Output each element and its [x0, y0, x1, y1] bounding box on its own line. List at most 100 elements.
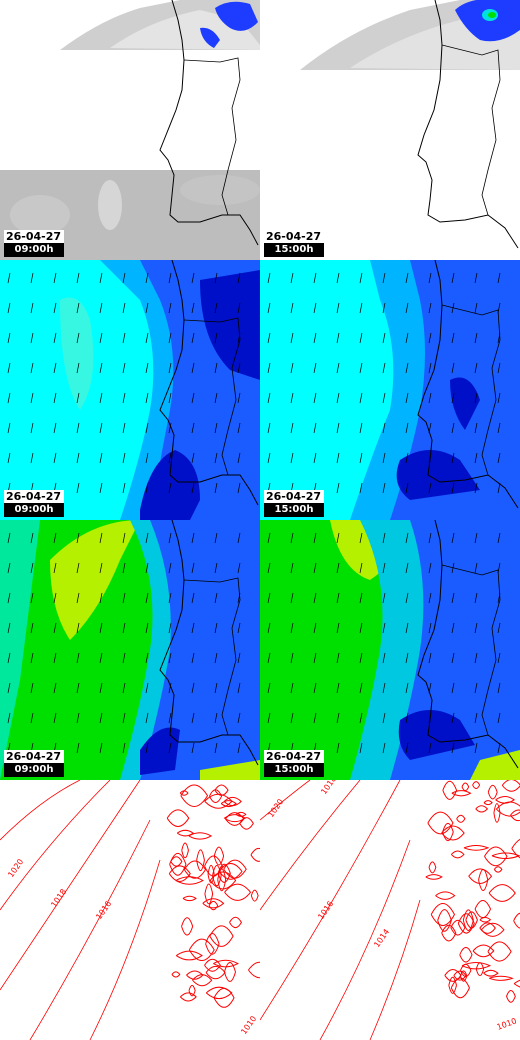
wind-barb	[451, 592, 455, 604]
wind-barb	[336, 592, 340, 604]
isobar-line	[483, 969, 499, 977]
wind-barb	[267, 392, 271, 404]
wind-barb	[359, 652, 363, 664]
wind-barb	[122, 332, 126, 344]
wind-barb	[30, 562, 34, 574]
wind-barb	[168, 652, 172, 664]
wind-barb	[451, 482, 455, 494]
wind-barb	[237, 682, 241, 694]
wind-barb	[290, 712, 294, 724]
date-label: 26-04-27	[4, 750, 64, 763]
wind-barb	[382, 392, 386, 404]
wind-barb	[191, 272, 195, 284]
time-label: 09:00h	[4, 503, 64, 517]
wind-barb	[359, 422, 363, 434]
wind-barb	[191, 532, 195, 544]
wind-barb	[191, 562, 195, 574]
isobar-line	[204, 855, 223, 877]
wind-barb	[99, 332, 103, 344]
wind-barb	[313, 452, 317, 464]
wind-barb	[290, 622, 294, 634]
wind-barb	[267, 362, 271, 374]
wind-barb	[53, 302, 57, 314]
wind-barb	[122, 452, 126, 464]
wind-barb	[53, 392, 57, 404]
wind-barb	[428, 622, 432, 634]
wind-barb	[99, 592, 103, 604]
wind-barb	[145, 742, 149, 754]
wind-barb	[405, 332, 409, 344]
wind-barb	[168, 742, 172, 754]
wind-barb	[290, 562, 294, 574]
isobar-line	[217, 863, 231, 883]
wind-barb	[267, 532, 271, 544]
isobar-line	[212, 865, 222, 887]
wind-barb	[145, 302, 149, 314]
wind-barb	[290, 652, 294, 664]
isobar-cluster	[166, 784, 260, 1008]
isobar-line	[209, 925, 234, 947]
wind-barb	[336, 302, 340, 314]
wind-barb	[405, 272, 409, 284]
wind-barb	[122, 712, 126, 724]
wind-barb	[145, 452, 149, 464]
isobar-line	[213, 846, 225, 866]
wind-barb	[214, 622, 218, 634]
wind-barb	[214, 392, 218, 404]
wind-barb	[290, 362, 294, 374]
wind-barb	[405, 532, 409, 544]
wind-barb	[474, 272, 478, 284]
wind-barb	[53, 532, 57, 544]
wind-barb	[290, 682, 294, 694]
isobar-line	[461, 782, 470, 792]
wind-barb	[474, 682, 478, 694]
wind-barb	[237, 622, 241, 634]
wind-barb	[191, 682, 195, 694]
isobar-line	[481, 922, 505, 937]
wind-barb	[237, 712, 241, 724]
isobar-line	[484, 846, 508, 867]
wind-barb	[168, 452, 172, 464]
wind-barb	[359, 452, 363, 464]
isobar-map-graphic: 1020 1018 1016 1010	[0, 780, 260, 1040]
wind-barb	[382, 682, 386, 694]
wind-barb	[313, 332, 317, 344]
wind-barb	[99, 682, 103, 694]
isobar-line	[223, 859, 247, 879]
wind-barb	[497, 682, 501, 694]
wind-barb	[267, 272, 271, 284]
isobar-line	[463, 844, 490, 851]
wind-barb	[428, 272, 432, 284]
wind-barb	[99, 302, 103, 314]
wind-barb	[497, 742, 501, 754]
wind-barb	[267, 562, 271, 574]
wind-barb	[122, 272, 126, 284]
isobar-line	[456, 814, 466, 823]
wind-barbs	[7, 532, 241, 754]
wind-barb	[145, 332, 149, 344]
wind-barb	[99, 362, 103, 374]
wind-barb	[290, 392, 294, 404]
wind-barb	[359, 682, 363, 694]
wind-barb	[405, 682, 409, 694]
wind-barb	[53, 652, 57, 664]
wind-barb	[30, 362, 34, 374]
wind-barb	[30, 422, 34, 434]
isobar-line	[461, 961, 492, 970]
isobar-line	[208, 900, 219, 911]
wind-barb	[76, 742, 80, 754]
isobar-line	[224, 883, 252, 901]
wind-barb	[359, 532, 363, 544]
wind-barb	[214, 592, 218, 604]
isobar-line	[468, 868, 493, 885]
wind-barb	[53, 682, 57, 694]
wind-barb	[474, 532, 478, 544]
wind-barb	[99, 392, 103, 404]
isobar-line	[239, 817, 254, 830]
isobar-line	[179, 790, 189, 796]
wind-barb	[99, 622, 103, 634]
wind-barb	[382, 272, 386, 284]
wind-barb	[336, 622, 340, 634]
wind-barb	[214, 682, 218, 694]
wind-barb	[76, 562, 80, 574]
